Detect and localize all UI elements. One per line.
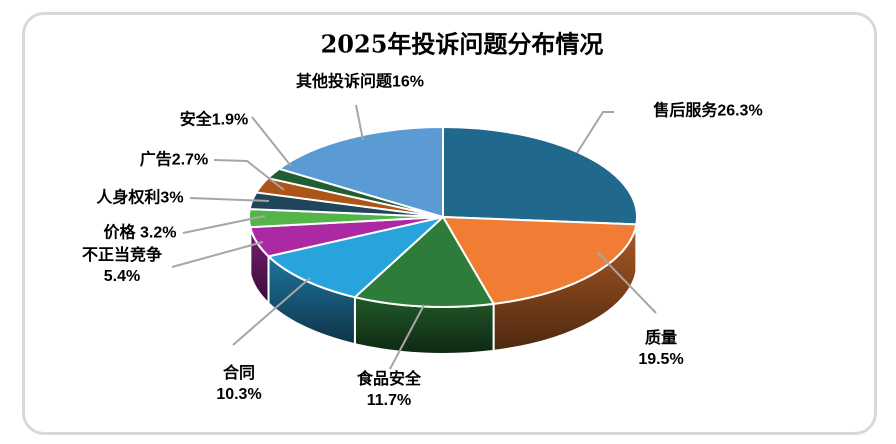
leader-line-3: [232, 277, 311, 346]
pie-slice-3[interactable]: [267, 216, 444, 299]
leader-line-0: [576, 111, 614, 154]
leader-line-9: [355, 104, 364, 141]
leader-lines-group: [171, 104, 657, 370]
leader-line-5: [182, 215, 266, 234]
pie-faces-group: [248, 126, 638, 308]
leader-line-7: [213, 159, 285, 191]
leader-line-4: [171, 241, 264, 268]
chart-title: 2025年投诉问题分布情况: [320, 29, 604, 59]
pie-slice-0[interactable]: [442, 126, 638, 226]
leader-line-8: [251, 116, 292, 167]
leader-line-2: [389, 304, 425, 370]
leader-line-1: [596, 251, 657, 314]
pie-slice-1[interactable]: [442, 216, 638, 305]
chart-frame: [22, 12, 877, 435]
leader-line-6: [189, 197, 270, 202]
